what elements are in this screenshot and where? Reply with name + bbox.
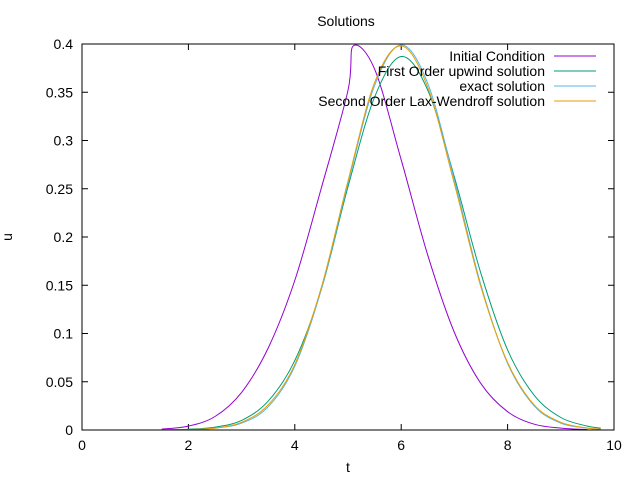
x-tick-label: 10 — [606, 437, 622, 453]
legend-label-2: exact solution — [459, 78, 545, 94]
x-tick-label: 2 — [185, 437, 193, 453]
y-tick-label: 0.25 — [46, 181, 73, 197]
series-lines — [161, 44, 601, 431]
y-tick-label: 0.2 — [54, 229, 74, 245]
ticks-group: 0 2 4 6 8 10 0 0.05 0.1 0.15 0.2 0.25 0.3 0.35 0.4 — [46, 36, 622, 453]
y-tick-label: 0.15 — [46, 277, 73, 293]
y-axis-title: u — [0, 233, 15, 241]
y-tick-label: 0.3 — [54, 133, 74, 149]
series-line-3 — [161, 45, 601, 431]
chart-title: Solutions — [317, 13, 375, 29]
plot-frame — [81, 43, 615, 431]
x-tick-label: 0 — [78, 437, 86, 453]
x-axis-title: t — [346, 459, 350, 475]
x-tick-label: 4 — [291, 437, 299, 453]
series-line-2 — [161, 44, 601, 431]
y-tick-label: 0.1 — [54, 326, 74, 342]
y-tick-label: 0.35 — [46, 84, 73, 100]
series-line-1 — [161, 55, 601, 431]
legend-label-1: First Order upwind solution — [378, 63, 545, 79]
x-tick-label: 8 — [504, 437, 512, 453]
y-tick-label: 0.05 — [46, 374, 73, 390]
legend-label-0: Initial Condition — [449, 48, 545, 64]
series-line-0 — [161, 44, 588, 430]
x-tick-label: 6 — [397, 437, 405, 453]
y-tick-label: 0 — [65, 422, 73, 438]
legend-label-3: Second Order Lax-Wendroff solution — [318, 93, 545, 109]
y-tick-label: 0.4 — [54, 36, 74, 52]
